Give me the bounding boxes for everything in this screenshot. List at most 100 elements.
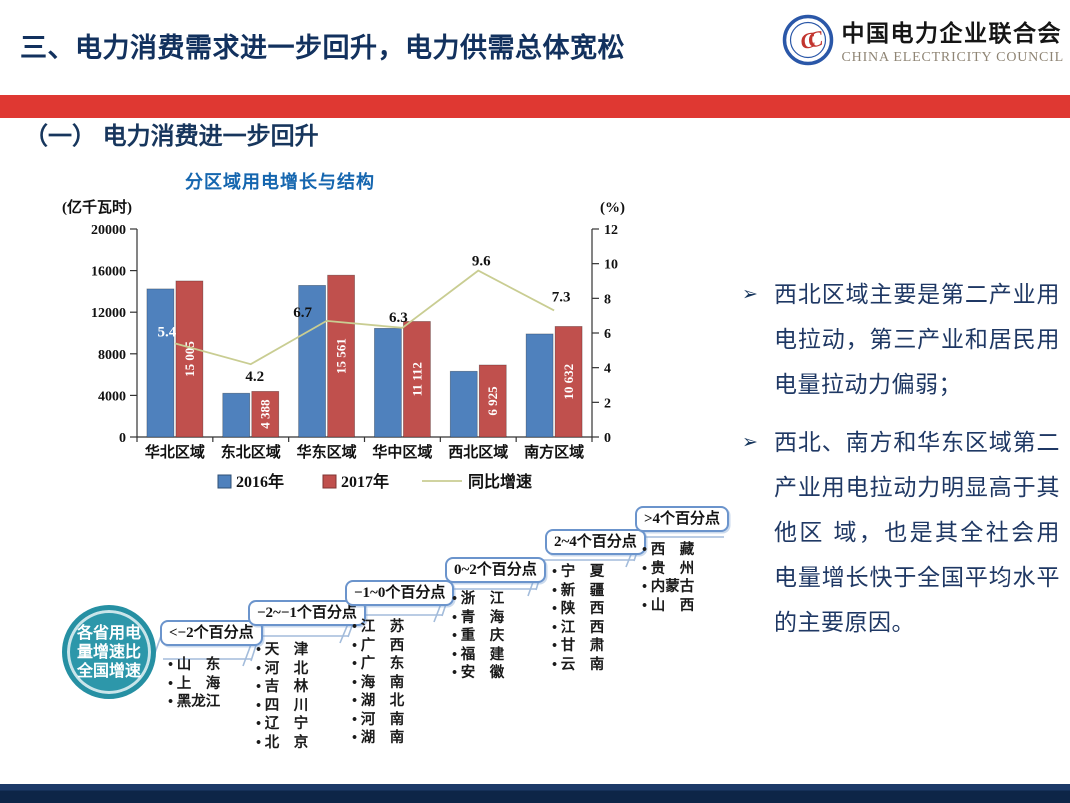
province-item: • 黑龙江 <box>168 694 221 710</box>
province-item: • 甘 肃 <box>552 638 605 654</box>
y2-tick-label: 6 <box>604 327 611 342</box>
province-item: • 重 庆 <box>452 628 505 644</box>
bar-value-label: 6 925 <box>485 386 500 416</box>
section-title: （一） 电力消费进一步回升 <box>24 123 319 150</box>
growth-value-label: 5.4 <box>158 324 177 340</box>
page-title: 三、电力消费需求进一步回升，电力供需总体宽松 <box>20 33 625 63</box>
y-tick-label: 20000 <box>91 223 126 238</box>
province-item: • 天 津 <box>256 642 309 658</box>
province-item: • 江 苏 <box>352 619 405 635</box>
province-item: • 山 东 <box>168 657 221 673</box>
province-item: • 湖 北 <box>352 693 405 709</box>
province-item: • 新 疆 <box>552 582 605 599</box>
legend-swatch-2017 <box>322 474 337 489</box>
header-divider <box>0 95 1070 118</box>
province-item: • 青 海 <box>452 609 505 626</box>
province-list-0: • 山 东 • 上 海 • 黑龙江 <box>168 656 220 712</box>
insight-item: ➢ 西北区域主要是第二产业用电拉动，第三产业和居民用电量拉动力偏弱； <box>742 272 1060 407</box>
province-item: • 安 徽 <box>452 665 505 681</box>
legend-label: 2017年 <box>341 472 389 491</box>
insights-panel: ➢ 西北区域主要是第二产业用电拉动，第三产业和居民用电量拉动力偏弱； ➢ 西北、… <box>742 272 1060 658</box>
bar-2016 <box>374 327 402 438</box>
logo-name-cn: 中国电力企业联合会 <box>841 20 1063 46</box>
bar-2016 <box>525 333 554 438</box>
growth-value-label: 6.7 <box>293 305 312 321</box>
insight-text: 西北、南方和华东区域第二产业用电拉动力明显高于其他区 域，也是其全社会用电量增长… <box>774 429 1060 635</box>
bar-2017 <box>251 391 280 438</box>
legend-label: 同比增速 <box>468 472 532 491</box>
category-label: 华北区域 <box>145 443 205 461</box>
province-item: • 湖 南 <box>352 730 405 746</box>
province-item: • 山 西 <box>642 597 695 614</box>
province-item: • 河 北 <box>256 660 309 677</box>
range-box-5: >4个百分点 <box>635 506 730 532</box>
growth-value-label: 9.6 <box>472 254 491 270</box>
logo: CC 中国电力企业联合会 CHINA ELECTRICITY COUNCIL <box>782 14 1064 66</box>
y2-tick-label: 0 <box>604 431 611 446</box>
category-label: 华东区域 <box>297 443 357 461</box>
province-item: • 陕 西 <box>552 601 605 617</box>
province-item: • 海 南 <box>352 674 405 691</box>
province-item: • 宁 夏 <box>552 564 605 580</box>
y2-tick-label: 10 <box>604 258 618 273</box>
chart-title: 分区域用电增长与结构 <box>185 172 375 192</box>
province-list-1: • 天 津 • 河 北 • 吉 林 • 四 川 • 辽 宁 • 北 京 <box>256 641 308 752</box>
province-item: • 福 建 <box>452 646 505 663</box>
province-item: • 广 西 <box>352 637 405 654</box>
bar-2017 <box>175 280 204 438</box>
growth-value-label: 4.2 <box>245 369 264 385</box>
cec-emblem-icon: CC <box>782 14 834 66</box>
range-box-4: 2~4个百分点 <box>545 529 646 555</box>
region-electricity-chart: 0 4000 8000 12000 16000 20000 0 2 4 6 8 10 12 华北区域 东北区… <box>62 198 625 491</box>
legend-swatch-2016 <box>217 474 232 489</box>
province-item: • 辽 宁 <box>256 716 309 732</box>
province-item: • 广 东 <box>352 656 405 672</box>
province-item: • 河 南 <box>352 711 405 728</box>
bar-2016 <box>146 288 175 438</box>
category-label: 华中区域 <box>372 443 432 461</box>
footer-bar <box>0 784 1070 803</box>
range-box-1: −2~−1个百分点 <box>248 600 366 626</box>
province-item: • 云 南 <box>552 656 605 673</box>
insight-item: ➢ 西北、南方和华东区域第二产业用电拉动力明显高于其他区 域，也是其全社会用电量… <box>742 420 1060 645</box>
bar-2016 <box>222 392 251 438</box>
bar-value-label: 10 632 <box>561 364 576 400</box>
bar-value-label: 11 112 <box>409 362 424 396</box>
y2-tick-label: 12 <box>604 223 618 238</box>
province-list-3: • 浙 江 • 青 海 • 重 庆 • 福 建 • 安 徽 <box>452 590 504 683</box>
bar-value-label: 15 005 <box>182 341 197 377</box>
province-item: • 贵 州 <box>642 560 695 577</box>
province-item: • 吉 林 <box>256 679 309 695</box>
y2-tick-label: 4 <box>604 362 611 377</box>
province-item: • 江 西 <box>552 619 605 636</box>
bar-value-label: 4 388 <box>258 399 273 429</box>
bar-2017 <box>327 274 355 438</box>
province-item: • 上 海 <box>168 675 221 692</box>
y-tick-label: 16000 <box>91 265 126 280</box>
insight-text: 西北区域主要是第二产业用电拉动，第三产业和居民用电量拉动力偏弱； <box>774 281 1060 397</box>
province-item: • 北 京 <box>256 734 309 751</box>
legend-label: 2016年 <box>236 472 284 491</box>
category-label: 东北区域 <box>221 443 281 461</box>
y-tick-label: 4000 <box>98 389 126 404</box>
left-axis-unit: (亿千瓦时) <box>62 198 132 216</box>
range-box-0: <−2个百分点 <box>160 620 263 646</box>
y-tick-label: 12000 <box>91 306 126 321</box>
category-label: 西北区域 <box>448 443 508 461</box>
staircase-circle-label: 各省用电 量增速比 全国增速 <box>62 605 156 699</box>
right-axis-unit: (%) <box>600 200 625 216</box>
province-item: • 内蒙古 <box>642 579 695 595</box>
bar-2016 <box>449 370 478 438</box>
growth-line <box>174 269 555 366</box>
y2-tick-label: 2 <box>604 396 611 411</box>
bullet-arrow-icon: ➢ <box>742 284 758 305</box>
bar-2016 <box>298 285 326 438</box>
logo-text: 中国电力企业联合会 CHINA ELECTRICITY COUNCIL <box>842 14 1064 66</box>
province-item: • 四 川 <box>256 697 309 714</box>
bullet-arrow-icon: ➢ <box>742 432 758 453</box>
bar-2017 <box>554 326 583 438</box>
bar-2017 <box>403 321 431 438</box>
range-box-3: 0~2个百分点 <box>445 557 546 583</box>
y-tick-label: 0 <box>119 431 126 446</box>
